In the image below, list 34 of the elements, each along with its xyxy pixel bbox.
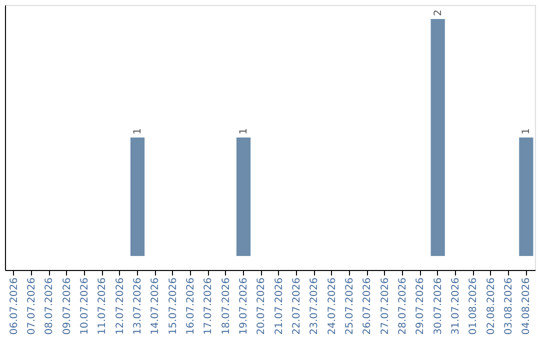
x-tick-label: 31.07.2026 [450,278,462,335]
x-tick-label: 14.07.2026 [150,278,162,335]
x-tick-label: 21.07.2026 [274,278,285,335]
data-label: 1 [132,128,144,134]
x-tick-label: 15.07.2026 [168,278,179,335]
x-tick-label: 12.07.2026 [114,278,126,335]
x-tick-label: 29.07.2026 [415,278,426,335]
x-tick-label: 22.07.2026 [292,278,302,335]
x-tick-label: 01.08.2026 [468,278,480,335]
x-tick-label: 28.07.2026 [398,278,408,335]
x-tick-label: 24.07.2026 [326,278,338,335]
x-tick-label: 23.07.2026 [309,278,320,335]
x-tick-label: 02.08.2026 [486,278,497,335]
x-tick-label: 11.07.2026 [97,278,108,335]
x-tick-label: 08.07.2026 [44,278,56,335]
x-tick-label: 04.08.2026 [521,278,532,335]
x-tick-label: 10.07.2026 [80,278,90,335]
x-tick-label: 07.07.2026 [26,278,38,335]
x-tick-label: 25.07.2026 [344,278,356,335]
x-tick-label: 27.07.2026 [380,278,391,335]
x-tick-label: 03.08.2026 [504,278,514,335]
x-tick-label: 19.07.2026 [238,278,250,335]
x-tick-label: 18.07.2026 [220,278,232,335]
data-label: 1 [521,128,532,134]
x-tick-label: 13.07.2026 [132,278,144,335]
x-tick-label: 06.07.2026 [8,278,20,335]
data-label: 1 [238,128,250,134]
x-tick-label: 30.07.2026 [432,278,444,335]
x-tick-label: 09.07.2026 [62,278,73,335]
data-label: 2 [432,10,444,16]
x-tick-label: 26.07.2026 [362,278,374,335]
x-tick-label: 16.07.2026 [186,278,196,335]
x-tick-label: 17.07.2026 [203,278,214,335]
x-tick-label: 20.07.2026 [256,278,268,335]
